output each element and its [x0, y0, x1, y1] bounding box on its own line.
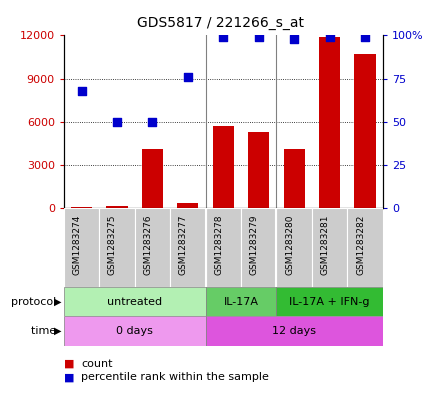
Bar [205, 287, 276, 316]
Bar [177, 202, 198, 208]
Text: count: count [81, 358, 113, 369]
Text: IL-17A + IFN-g: IL-17A + IFN-g [290, 297, 370, 307]
Text: GSM1283279: GSM1283279 [250, 215, 259, 275]
Text: IL-17A: IL-17A [224, 297, 259, 307]
Text: GDS5817 / 221266_s_at: GDS5817 / 221266_s_at [136, 16, 304, 30]
Bar [213, 126, 234, 208]
Point [78, 88, 85, 94]
Text: GSM1283282: GSM1283282 [356, 215, 365, 275]
Point [291, 36, 298, 42]
Bar [170, 208, 205, 287]
Bar [71, 207, 92, 208]
Bar [142, 149, 163, 208]
Bar [276, 287, 383, 316]
Bar [64, 287, 205, 316]
Bar [276, 208, 312, 287]
Bar [347, 208, 383, 287]
Text: GSM1283277: GSM1283277 [179, 215, 188, 275]
Point [220, 34, 227, 40]
Text: GSM1283276: GSM1283276 [143, 215, 152, 275]
Text: ■: ■ [64, 358, 74, 369]
Point [149, 119, 156, 125]
Text: GSM1283280: GSM1283280 [285, 215, 294, 275]
Text: ■: ■ [64, 372, 74, 382]
Text: GSM1283275: GSM1283275 [108, 215, 117, 275]
Bar [99, 208, 135, 287]
Bar [312, 208, 347, 287]
Point [326, 34, 333, 40]
Bar [64, 316, 205, 346]
Text: GSM1283281: GSM1283281 [321, 215, 330, 275]
Bar [205, 208, 241, 287]
Bar [64, 208, 99, 287]
Bar [248, 132, 269, 208]
Text: percentile rank within the sample: percentile rank within the sample [81, 372, 269, 382]
Text: GSM1283274: GSM1283274 [73, 215, 81, 275]
Text: GSM1283278: GSM1283278 [214, 215, 223, 275]
Bar [355, 54, 376, 208]
Bar [106, 206, 128, 208]
Point [362, 34, 369, 40]
Point [114, 119, 121, 125]
Bar [283, 149, 305, 208]
Text: 12 days: 12 days [272, 326, 316, 336]
Bar [205, 316, 383, 346]
Bar [135, 208, 170, 287]
Text: ▶: ▶ [54, 326, 62, 336]
Point [255, 34, 262, 40]
Text: protocol: protocol [11, 297, 59, 307]
Point [184, 74, 191, 80]
Text: 0 days: 0 days [116, 326, 153, 336]
Text: untreated: untreated [107, 297, 162, 307]
Text: time: time [31, 326, 59, 336]
Bar [319, 37, 340, 208]
Text: ▶: ▶ [54, 297, 62, 307]
Bar [241, 208, 276, 287]
